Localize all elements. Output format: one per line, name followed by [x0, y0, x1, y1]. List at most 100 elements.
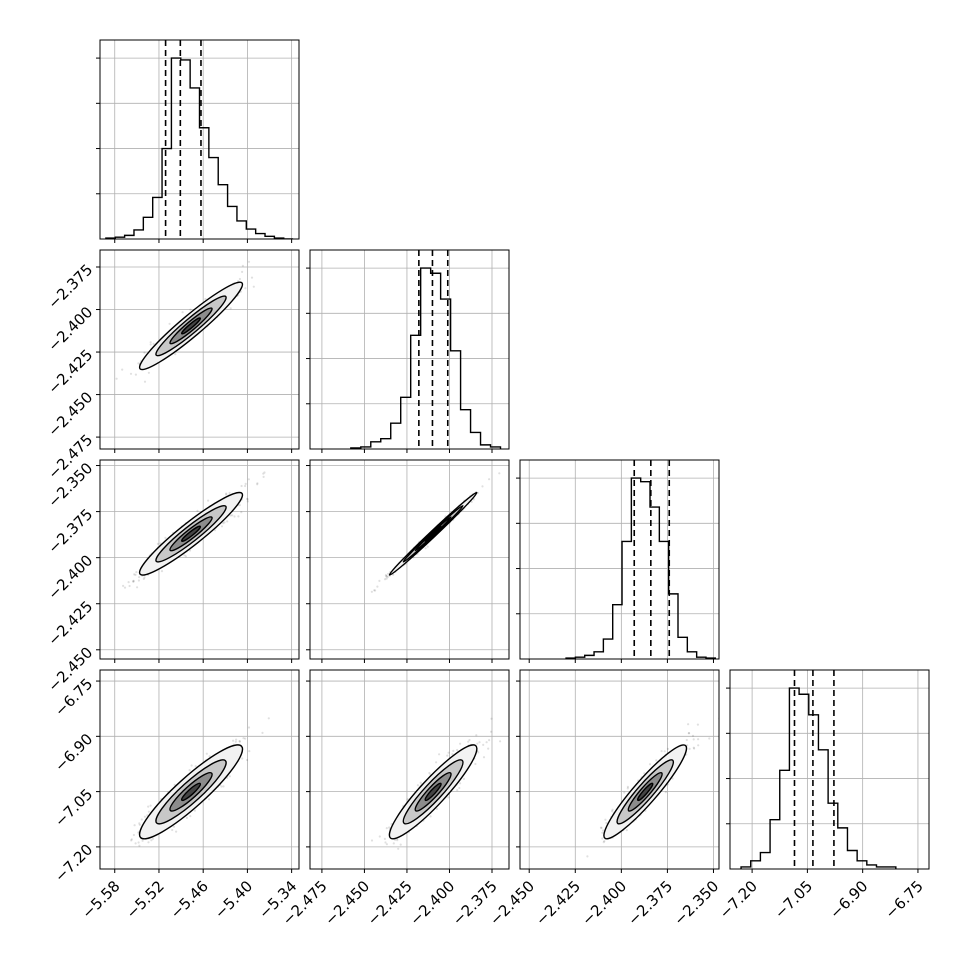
scatter-point: [185, 816, 188, 820]
scatter-point: [234, 740, 237, 743]
scatter-point: [388, 826, 391, 829]
scatter-point: [149, 804, 152, 807]
x-tick-label: −2.450: [321, 877, 373, 929]
x-tick-label: −2.400: [578, 877, 630, 929]
scatter-point: [232, 739, 235, 742]
x-tick-label: −2.350: [670, 877, 722, 929]
scatter-point: [688, 747, 691, 751]
panel-frame: [99, 39, 300, 240]
scatter-point: [147, 841, 150, 844]
histogram-panel: −7.20 −7.05 −6.90 −6.75: [716, 669, 930, 922]
scatter-point: [625, 829, 628, 832]
scatter-point: [262, 475, 265, 478]
y-tick-label: −7.20: [51, 841, 96, 886]
density-contour: [180, 782, 202, 802]
scatter-point: [130, 839, 133, 842]
scatter-point: [244, 484, 247, 488]
scatter-point: [231, 514, 234, 517]
scatter-point: [237, 515, 240, 518]
scatter-point: [447, 796, 450, 799]
scatter-point: [697, 738, 700, 741]
scatter-point: [384, 841, 387, 844]
scatter-point: [687, 723, 690, 726]
x-tick-label: −6.75: [882, 877, 927, 922]
scatter-point: [498, 472, 501, 475]
scatter-point: [181, 311, 184, 314]
scatter-point: [370, 839, 374, 842]
scatter-point: [384, 574, 387, 577]
scatter-point: [387, 572, 390, 575]
scatter-point: [611, 808, 614, 811]
scatter-point: [386, 576, 389, 579]
scatter-point: [435, 761, 438, 764]
scatter-point: [262, 472, 265, 475]
scatter-point: [399, 843, 402, 846]
scatter-point: [135, 571, 138, 574]
panel-frame: [309, 249, 510, 450]
scatter-point: [136, 586, 139, 589]
scatter-point: [149, 341, 152, 344]
histogram-panel: [516, 459, 720, 663]
scatter-point: [499, 740, 502, 743]
panel-frame: [99, 249, 300, 450]
scatter-point: [132, 580, 135, 583]
scatter-point: [150, 839, 153, 842]
scatter-point: [692, 738, 695, 741]
scatter-point: [143, 351, 146, 354]
scatter-point: [241, 264, 244, 267]
scatter-point: [488, 739, 491, 742]
scatter-point: [708, 737, 711, 740]
scatter-point: [130, 838, 133, 841]
density-contour: [180, 317, 202, 335]
scatter-point: [261, 731, 264, 735]
scatter-point: [426, 545, 429, 548]
scatter-point: [244, 287, 247, 290]
scatter-point: [686, 744, 689, 747]
scatter-point: [132, 580, 135, 583]
panel-frame: [729, 669, 930, 870]
histogram-bars: [105, 57, 294, 239]
scatter-point: [132, 833, 135, 837]
y-tick-label: −2.400: [44, 303, 96, 355]
scatter-point: [451, 753, 454, 756]
scatter-point: [121, 368, 124, 371]
scatter-point: [482, 756, 486, 759]
histogram-bars: [740, 687, 897, 869]
scatter-point: [194, 765, 197, 768]
scatter-point: [235, 738, 238, 741]
scatter-point: [601, 837, 604, 840]
scatter-point: [397, 847, 400, 850]
scatter-point: [152, 342, 155, 345]
histogram-bars: [350, 267, 502, 449]
scatter-point: [246, 498, 249, 501]
scatter-point: [137, 362, 140, 365]
scatter-point: [238, 504, 241, 507]
density-contour: [424, 525, 442, 542]
scatter-point: [693, 747, 696, 750]
scatter-panel: −2.475−2.450−2.425−2.400−2.375: [279, 669, 510, 929]
scatter-point: [143, 380, 147, 383]
scatter-point: [190, 764, 193, 767]
scatter-point: [138, 576, 141, 579]
scatter-point: [240, 484, 243, 488]
scatter-point: [156, 542, 159, 546]
scatter-point: [247, 260, 251, 263]
scatter-point: [456, 789, 459, 792]
scatter-point: [688, 732, 691, 735]
scatter-point: [205, 752, 208, 755]
scatter-point: [138, 823, 141, 826]
scatter-point: [459, 782, 462, 785]
scatter-point: [208, 798, 211, 801]
scatter-point: [97, 391, 99, 393]
scatter-point: [482, 743, 485, 747]
scatter-point: [247, 478, 250, 481]
scatter-point: [601, 831, 604, 834]
scatter-point: [188, 769, 191, 772]
scatter-point: [133, 824, 136, 827]
scatter-point: [474, 762, 477, 766]
x-tick-label: −5.58: [78, 877, 123, 922]
scatter-point: [435, 807, 438, 811]
scatter-point: [383, 578, 387, 581]
scatter-point: [174, 353, 177, 356]
x-tick-label: −2.375: [624, 877, 676, 929]
